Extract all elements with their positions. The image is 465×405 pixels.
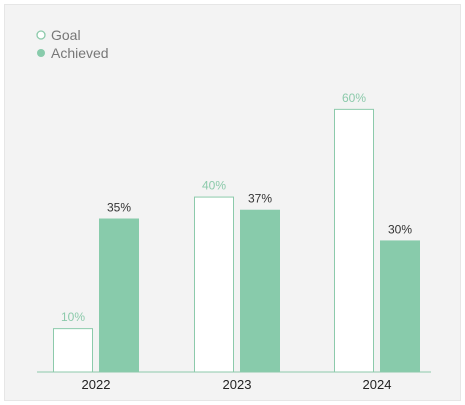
chart-card: Goal Achieved 2022 2023 2024 10% 35% 40% 37% 6… (4, 4, 461, 401)
data-labels: 10% 35% 40% 37% 60% 30% (61, 91, 412, 324)
legend-swatch-achieved (37, 49, 45, 57)
bar-goal-2022 (53, 328, 93, 373)
x-tick-label-2022: 2022 (82, 377, 111, 392)
bar-achieved-2023 (240, 209, 280, 372)
x-axis-ticks: 2022 2023 2024 (82, 377, 392, 392)
data-label-achieved-2022: 35% (107, 201, 131, 215)
bar-goal-2023 (194, 196, 234, 373)
bar-chart: Goal Achieved 2022 2023 2024 10% 35% 40% 37% 6… (36, 27, 431, 392)
legend-item-goal: Goal (36, 27, 81, 43)
legend: Goal Achieved (36, 27, 109, 61)
legend-label-goal: Goal (51, 27, 81, 43)
x-tick-label-2023: 2023 (223, 377, 252, 392)
data-label-goal-2023: 40% (202, 179, 226, 193)
legend-swatch-goal (36, 30, 46, 40)
legend-label-achieved: Achieved (51, 45, 109, 61)
data-label-achieved-2023: 37% (248, 192, 272, 206)
bar-achieved-2022 (99, 218, 139, 372)
bar-achieved-2024 (380, 240, 420, 372)
bar-goal-2024 (334, 108, 374, 373)
data-label-goal-2022: 10% (61, 310, 85, 324)
data-label-achieved-2024: 30% (388, 222, 412, 236)
bars (53, 108, 420, 373)
x-tick-label-2024: 2024 (363, 377, 392, 392)
legend-item-achieved: Achieved (37, 45, 109, 61)
data-label-goal-2024: 60% (342, 91, 366, 105)
